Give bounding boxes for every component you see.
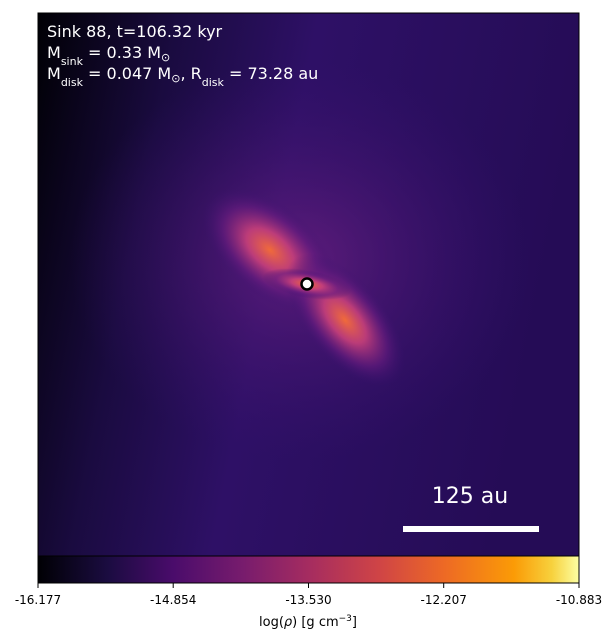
subscript: sink <box>61 55 84 68</box>
colorbar-tick-label: -12.207 <box>421 593 467 607</box>
annotation-part: ⊙ <box>161 51 170 64</box>
annotation: Msink = 0.33 M⊙ <box>47 43 170 68</box>
colorbar-label-part: ] <box>352 615 357 630</box>
subscript: disk <box>61 76 84 89</box>
colorbar-label-part: −3 <box>339 614 352 624</box>
colorbar-tick-label: -16.177 <box>15 593 61 607</box>
scale-bar-label: 125 au <box>432 484 508 509</box>
colorbar-label: log(ρ) [g cm−3] <box>259 614 357 630</box>
colorbar-tick-label: -13.530 <box>285 593 331 607</box>
annotation-part: M <box>47 43 61 62</box>
annotation-part: Sink 88, t=106.32 kyr <box>47 22 223 41</box>
sink-marker <box>300 277 314 291</box>
scale-bar <box>403 526 539 532</box>
colorbar-label-part: ρ <box>284 615 293 630</box>
colorbar <box>37 555 580 584</box>
annotation-part: M <box>47 64 61 83</box>
annotation: Sink 88, t=106.32 kyr <box>47 22 223 41</box>
annotation-part: = 0.33 M <box>83 43 161 62</box>
colorbar-tick-label: -10.883 <box>556 593 602 607</box>
annotation-part: = 0.047 M <box>83 64 171 83</box>
colorbar-tick-label: -14.854 <box>150 593 196 607</box>
annotation-part: = 73.28 au <box>224 64 318 83</box>
subscript: disk <box>202 76 225 89</box>
annotation: Mdisk = 0.047 M⊙, Rdisk = 73.28 au <box>47 64 318 89</box>
colorbar-label-part: ) [g cm <box>292 615 338 630</box>
annotation-part: ⊙ <box>171 72 180 85</box>
annotation-part: , R <box>180 64 201 83</box>
colorbar-label-part: log( <box>259 615 284 630</box>
